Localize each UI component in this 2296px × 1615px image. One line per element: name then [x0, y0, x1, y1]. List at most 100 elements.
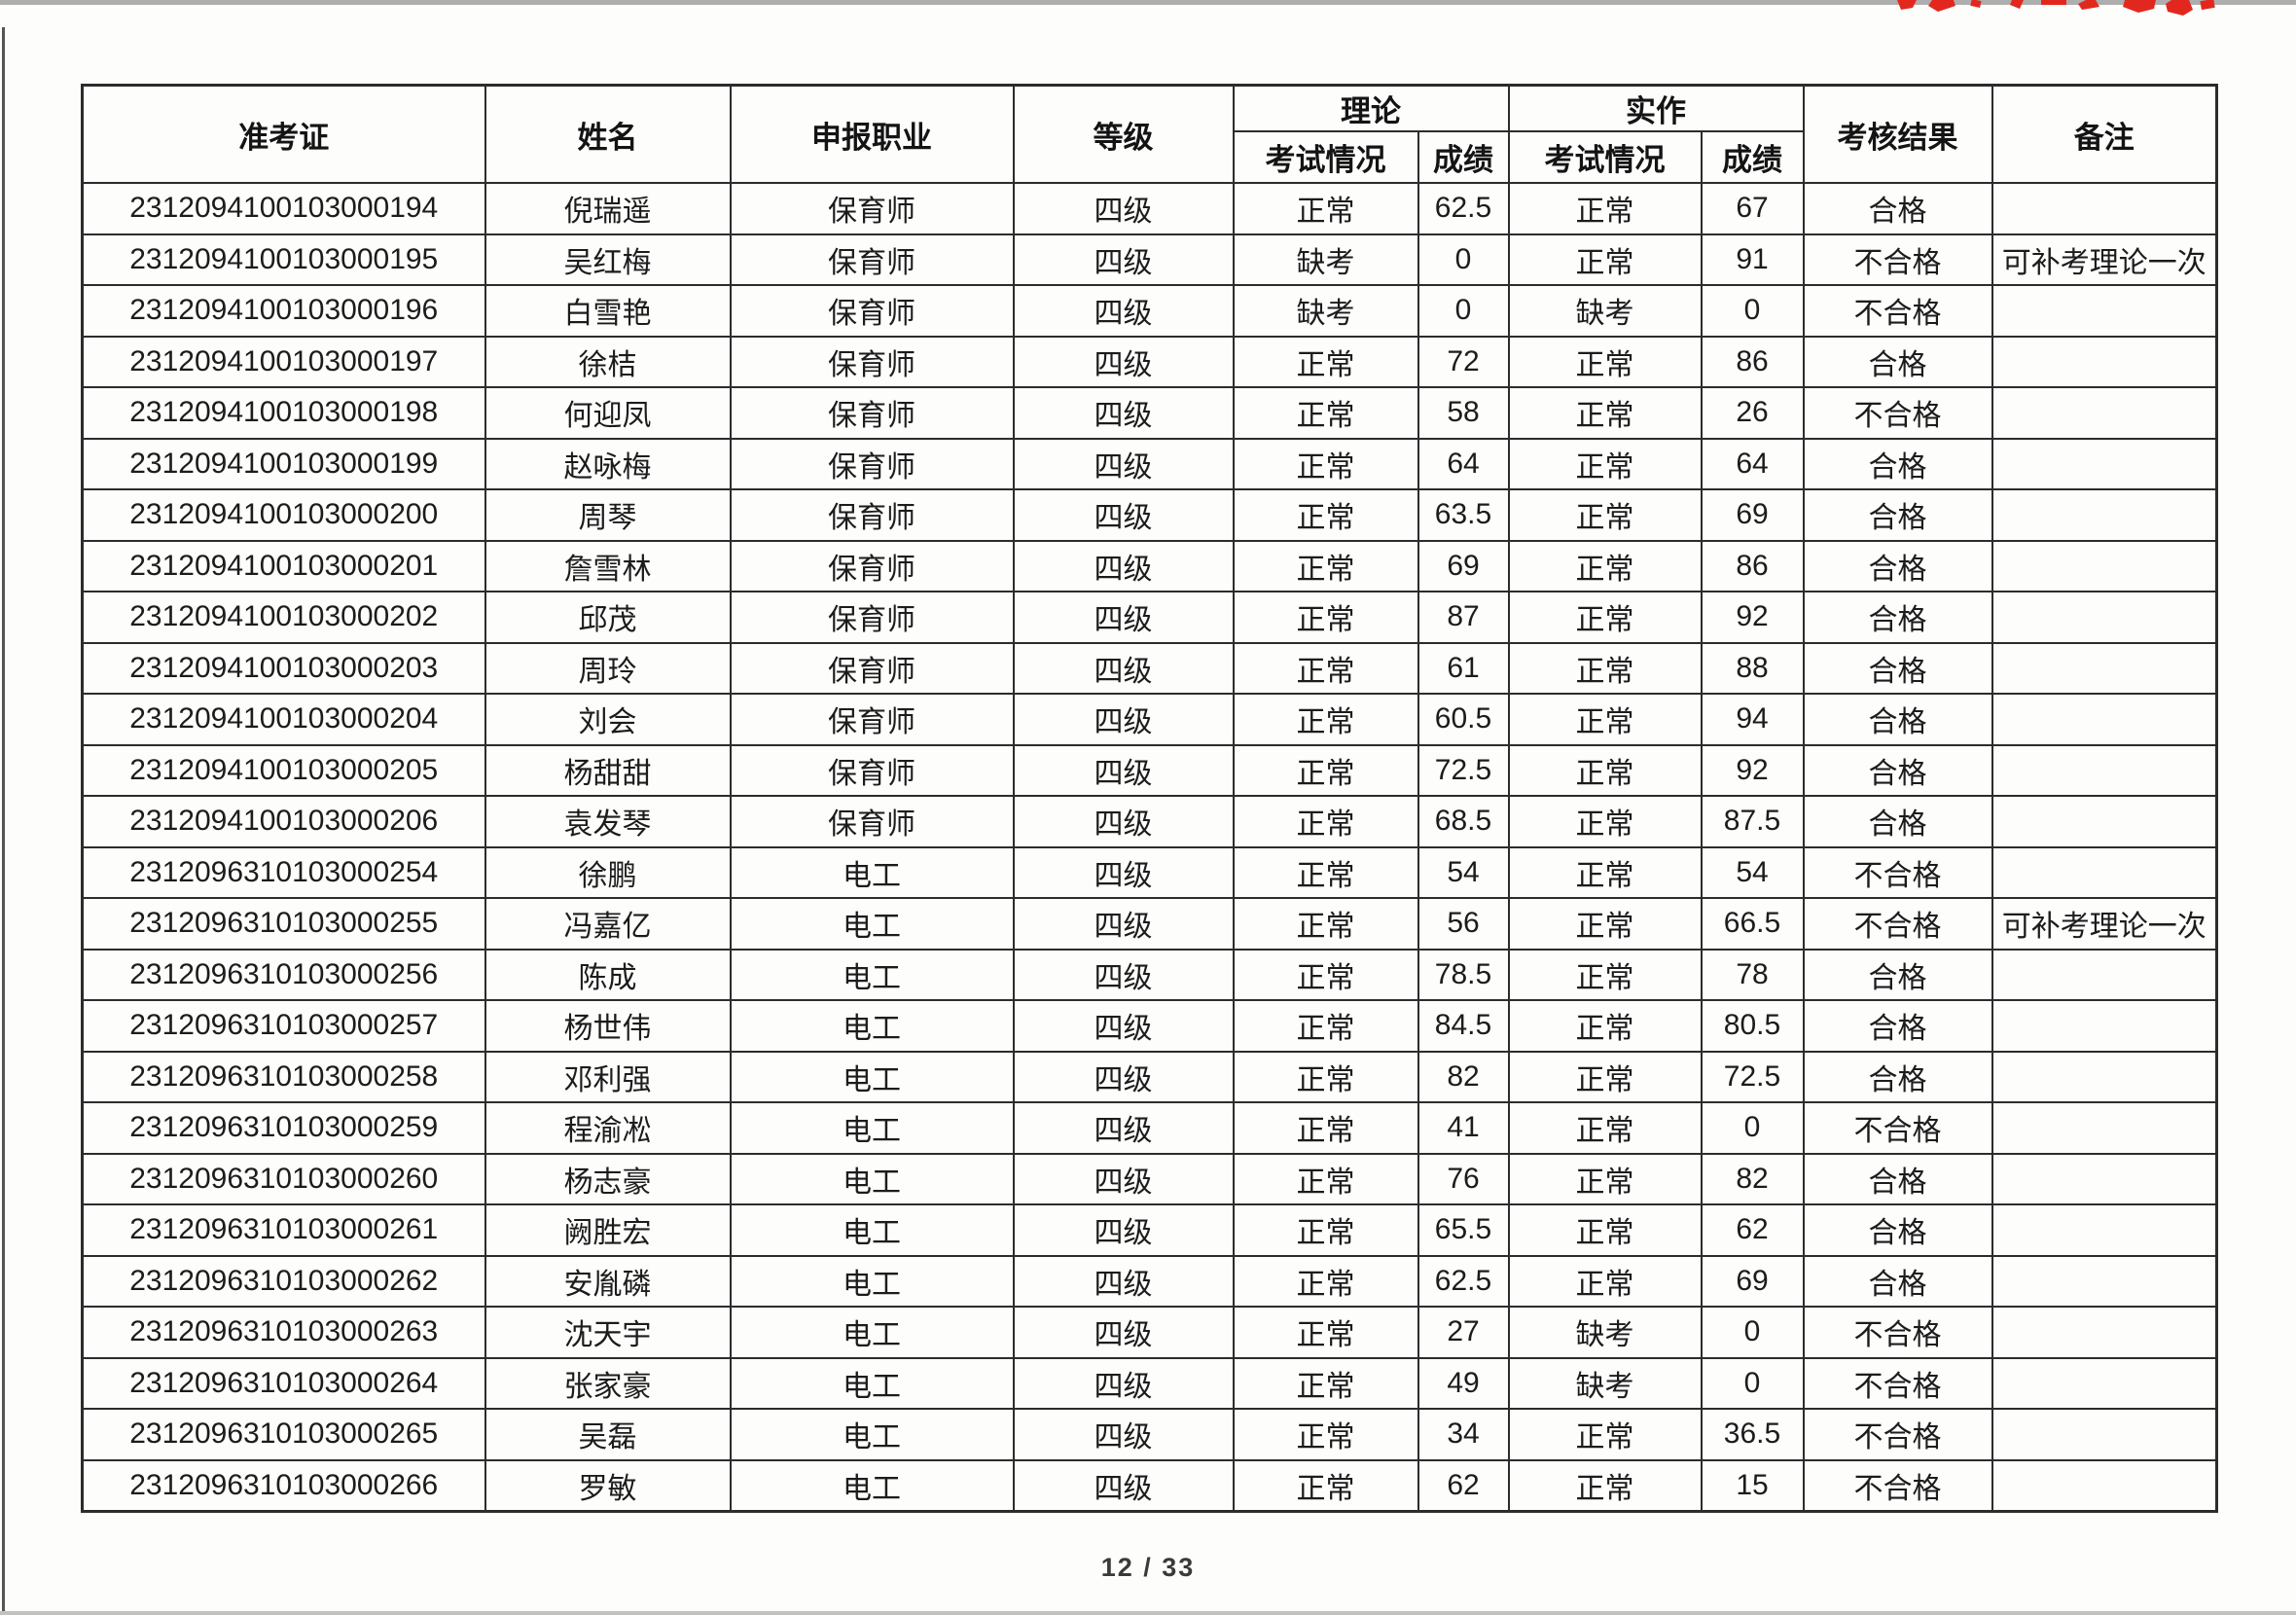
theory-score-cell: 87: [1417, 591, 1510, 644]
occupation-cell: 保育师: [729, 437, 1015, 490]
occupation-cell: 电工: [729, 1356, 1015, 1410]
theory-status-cell: 正常: [1232, 845, 1419, 899]
theory-score-cell: 58: [1417, 386, 1510, 440]
theory-status-cell: 正常: [1232, 182, 1419, 235]
remark-cell: 可补考理论一次: [1991, 897, 2218, 951]
name-cell: 程渝凇: [484, 1101, 732, 1155]
practical-score-cell: 36.5: [1700, 1408, 1805, 1461]
name-cell: 周琴: [484, 488, 732, 542]
theory-status-cell: 正常: [1232, 1356, 1419, 1410]
level-cell: 四级: [1012, 437, 1235, 490]
practical-score-cell: 78: [1700, 948, 1805, 1001]
practical-status-cell: 正常: [1507, 1458, 1703, 1512]
name-cell: 杨志豪: [484, 1152, 732, 1205]
theory-status-cell: 正常: [1232, 897, 1419, 951]
remark-cell: [1991, 743, 2218, 797]
remark-cell: [1991, 1408, 2218, 1461]
occupation-cell: 保育师: [729, 284, 1015, 338]
theory-status-cell: 正常: [1232, 1050, 1419, 1103]
level-cell: 四级: [1012, 641, 1235, 695]
level-cell: 四级: [1012, 693, 1235, 746]
theory-status-cell: 正常: [1232, 1203, 1419, 1257]
theory-score-cell: 82: [1417, 1050, 1510, 1103]
theory-score-cell: 63.5: [1417, 488, 1510, 542]
table-row: 2312094100103000200 周琴 保育师 四级 正常 63.5 正常…: [81, 488, 2218, 542]
occupation-cell: 电工: [729, 1254, 1015, 1308]
level-cell: 四级: [1012, 335, 1235, 388]
practical-status-cell: 正常: [1507, 335, 1703, 388]
level-cell: 四级: [1012, 284, 1235, 338]
ticket-cell: 2312096310103000258: [81, 1050, 486, 1103]
theory-status-cell: 正常: [1232, 1408, 1419, 1461]
practical-score-cell: 92: [1700, 743, 1805, 797]
practical-score-cell: 0: [1700, 1306, 1805, 1359]
theory-status-cell: 正常: [1232, 539, 1419, 592]
ticket-cell: 2312096310103000256: [81, 948, 486, 1001]
practical-status-cell: 正常: [1507, 488, 1703, 542]
remark-cell: [1991, 1306, 2218, 1359]
level-cell: 四级: [1012, 795, 1235, 848]
name-cell: 杨世伟: [484, 999, 732, 1053]
remark-cell: [1991, 386, 2218, 440]
level-cell: 四级: [1012, 182, 1235, 235]
result-cell: 合格: [1802, 641, 1993, 695]
table-row: 2312096310103000265 吴磊 电工 四级 正常 34 正常 36…: [81, 1408, 2218, 1461]
table-row: 2312096310103000255 冯嘉亿 电工 四级 正常 56 正常 6…: [81, 897, 2218, 951]
level-cell: 四级: [1012, 1050, 1235, 1103]
name-cell: 徐鹏: [484, 845, 732, 899]
ticket-cell: 2312094100103000205: [81, 743, 486, 797]
header-result: 考核结果: [1802, 84, 1993, 184]
practical-status-cell: 正常: [1507, 795, 1703, 848]
theory-score-cell: 0: [1417, 284, 1510, 338]
result-cell: 合格: [1802, 591, 1993, 644]
ticket-cell: 2312094100103000201: [81, 539, 486, 592]
theory-score-cell: 41: [1417, 1101, 1510, 1155]
practical-status-cell: 缺考: [1507, 1356, 1703, 1410]
theory-score-cell: 49: [1417, 1356, 1510, 1410]
theory-score-cell: 62: [1417, 1458, 1510, 1512]
remark-cell: [1991, 999, 2218, 1053]
remark-cell: [1991, 1101, 2218, 1155]
theory-status-cell: 正常: [1232, 693, 1419, 746]
practical-score-cell: 69: [1700, 1254, 1805, 1308]
practical-status-cell: 正常: [1507, 182, 1703, 235]
table-row: 2312094100103000197 徐桔 保育师 四级 正常 72 正常 8…: [81, 335, 2218, 388]
ticket-cell: 2312094100103000199: [81, 437, 486, 490]
theory-score-cell: 56: [1417, 897, 1510, 951]
name-cell: 刘会: [484, 693, 732, 746]
theory-score-cell: 76: [1417, 1152, 1510, 1205]
result-cell: 不合格: [1802, 1458, 1993, 1512]
name-cell: 吴红梅: [484, 233, 732, 286]
name-cell: 阙胜宏: [484, 1203, 732, 1257]
table-row: 2312096310103000259 程渝凇 电工 四级 正常 41 正常 0…: [81, 1101, 2218, 1155]
remark-cell: [1991, 591, 2218, 644]
occupation-cell: 保育师: [729, 743, 1015, 797]
ticket-cell: 2312094100103000200: [81, 488, 486, 542]
result-cell: 合格: [1802, 182, 1993, 235]
practical-status-cell: 正常: [1507, 591, 1703, 644]
result-cell: 合格: [1802, 335, 1993, 388]
level-cell: 四级: [1012, 948, 1235, 1001]
header-practical-score: 成绩: [1700, 130, 1805, 184]
ticket-cell: 2312094100103000204: [81, 693, 486, 746]
name-cell: 何迎凤: [484, 386, 732, 440]
occupation-cell: 电工: [729, 1408, 1015, 1461]
remark-cell: [1991, 437, 2218, 490]
level-cell: 四级: [1012, 488, 1235, 542]
occupation-cell: 保育师: [729, 182, 1015, 235]
level-cell: 四级: [1012, 386, 1235, 440]
practical-score-cell: 26: [1700, 386, 1805, 440]
header-occupation: 申报职业: [729, 84, 1015, 184]
table-row: 2312094100103000199 赵咏梅 保育师 四级 正常 64 正常 …: [81, 437, 2218, 490]
table-row: 2312096310103000260 杨志豪 电工 四级 正常 76 正常 8…: [81, 1152, 2218, 1205]
remark-cell: [1991, 488, 2218, 542]
theory-status-cell: 正常: [1232, 437, 1419, 490]
ticket-cell: 2312094100103000206: [81, 795, 486, 848]
occupation-cell: 电工: [729, 1203, 1015, 1257]
table-body: 2312094100103000194 倪瑞遥 保育师 四级 正常 62.5 正…: [81, 182, 2218, 1512]
occupation-cell: 保育师: [729, 386, 1015, 440]
level-cell: 四级: [1012, 999, 1235, 1053]
theory-status-cell: 正常: [1232, 1152, 1419, 1205]
table-row: 2312096310103000266 罗敏 电工 四级 正常 62 正常 15…: [81, 1458, 2218, 1512]
level-cell: 四级: [1012, 1356, 1235, 1410]
